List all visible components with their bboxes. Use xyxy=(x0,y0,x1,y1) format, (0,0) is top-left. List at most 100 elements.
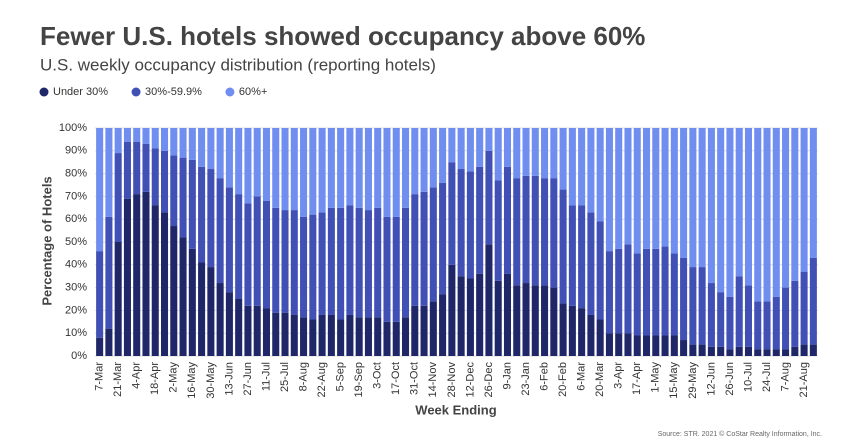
x-tick-label: 12-Dec xyxy=(464,362,476,398)
bar-segment xyxy=(392,128,400,217)
bar-segment xyxy=(429,301,437,356)
bar-segment xyxy=(262,128,271,201)
bar-segment xyxy=(170,226,178,356)
bar-segment xyxy=(123,141,131,199)
x-tick-label: 6-Mar xyxy=(576,362,588,391)
bar-segment xyxy=(262,200,271,309)
x-tick-label: 17-Apr xyxy=(631,362,643,395)
bar-segment xyxy=(160,150,169,213)
bar-segment xyxy=(615,128,623,249)
bar-segment xyxy=(253,128,261,197)
bar-segment xyxy=(735,128,743,277)
bar-segment xyxy=(763,349,771,356)
x-tick-label: 24-Jul xyxy=(761,362,773,392)
x-tick-label: 8-Aug xyxy=(297,362,309,391)
bar-segment xyxy=(791,346,799,356)
bar-segment xyxy=(383,128,391,217)
bar-segment xyxy=(661,128,669,247)
bar-segment xyxy=(809,128,817,258)
bar-segment xyxy=(244,305,252,356)
bar-segment xyxy=(420,305,428,356)
legend-label: 30%-59.9% xyxy=(145,86,202,98)
bar-segment xyxy=(105,328,113,356)
bar-segment xyxy=(726,349,734,356)
bar-segment xyxy=(374,128,382,208)
bar-segment xyxy=(735,346,743,356)
bar-segment xyxy=(670,335,678,356)
x-tick-label: 13-Jun xyxy=(223,362,235,396)
bar-segment xyxy=(457,276,465,356)
bar-segment xyxy=(503,273,512,356)
bar-segment xyxy=(448,162,456,265)
bar-segment xyxy=(235,128,243,195)
bar-segment xyxy=(244,128,252,204)
bar-segment xyxy=(531,285,539,356)
bar-segment xyxy=(133,128,141,142)
x-tick-label: 20-Mar xyxy=(594,362,606,397)
bar-segment xyxy=(411,194,419,306)
bar-segment xyxy=(420,191,428,306)
bar-segment xyxy=(503,166,512,274)
x-tick-label: 30-May xyxy=(205,362,217,399)
bar-segment xyxy=(772,128,780,297)
bar-segment xyxy=(383,216,391,322)
x-tick-label: 4-Apr xyxy=(131,362,143,389)
bar-segment xyxy=(782,287,790,350)
bar-segment xyxy=(559,189,567,304)
bar-segment xyxy=(541,128,549,179)
bar-segment xyxy=(327,314,335,356)
bar-segment xyxy=(337,128,345,208)
bar-segment xyxy=(568,205,576,306)
bar-segment xyxy=(160,212,169,356)
x-tick-label: 31-Oct xyxy=(409,362,421,395)
bar-segment xyxy=(457,128,465,170)
bar-segment xyxy=(207,267,215,356)
bar-segment xyxy=(615,333,623,356)
bar-segment xyxy=(290,210,298,315)
bar-segment xyxy=(114,153,122,242)
bar-segment xyxy=(587,128,595,213)
chart-subtitle: U.S. weekly occupancy distribution (repo… xyxy=(40,55,436,74)
bar-segment xyxy=(763,301,771,350)
bar-segment xyxy=(355,207,363,318)
bar-segment xyxy=(550,287,558,356)
bar-segment xyxy=(105,128,113,217)
x-tick-label: 12-Jun xyxy=(705,362,717,396)
chart-title: Fewer U.S. hotels showed occupancy above… xyxy=(40,21,645,51)
bar-segment xyxy=(216,128,224,179)
bar-segment xyxy=(744,346,753,356)
bar-segment xyxy=(494,180,502,281)
bar-segment xyxy=(327,207,335,315)
bar-segment xyxy=(290,128,298,211)
bar-segment xyxy=(244,203,252,306)
bar-segment xyxy=(652,335,660,356)
bar-segment xyxy=(744,285,753,347)
bar-segment xyxy=(272,207,280,313)
bar-segment xyxy=(726,128,734,297)
bar-segment xyxy=(401,128,410,208)
x-tick-label: 3-Apr xyxy=(613,362,625,389)
bar-segment xyxy=(355,128,363,208)
bar-segment xyxy=(179,157,187,238)
bar-segment xyxy=(253,196,261,306)
bar-segment xyxy=(800,271,808,345)
bar-segment xyxy=(309,128,317,215)
x-tick-label: 15-May xyxy=(668,362,680,399)
bar-segment xyxy=(188,248,196,356)
bar-segment xyxy=(327,128,335,208)
bar-segment xyxy=(179,237,187,356)
bar-segment xyxy=(466,128,474,172)
bar-segment xyxy=(485,244,493,356)
bar-segment xyxy=(466,171,474,279)
bar-segment xyxy=(661,246,669,336)
x-tick-label: 26-Jun xyxy=(724,362,736,396)
bar-segment xyxy=(133,141,141,195)
x-tick-label: 1-May xyxy=(650,362,662,393)
bar-segment xyxy=(262,308,271,356)
bar-segment xyxy=(772,349,780,356)
bar-segment xyxy=(800,344,808,356)
bar-segment xyxy=(401,317,410,356)
bar-segment xyxy=(670,128,678,254)
bar-segment xyxy=(642,128,651,249)
bar-segment xyxy=(698,267,706,345)
